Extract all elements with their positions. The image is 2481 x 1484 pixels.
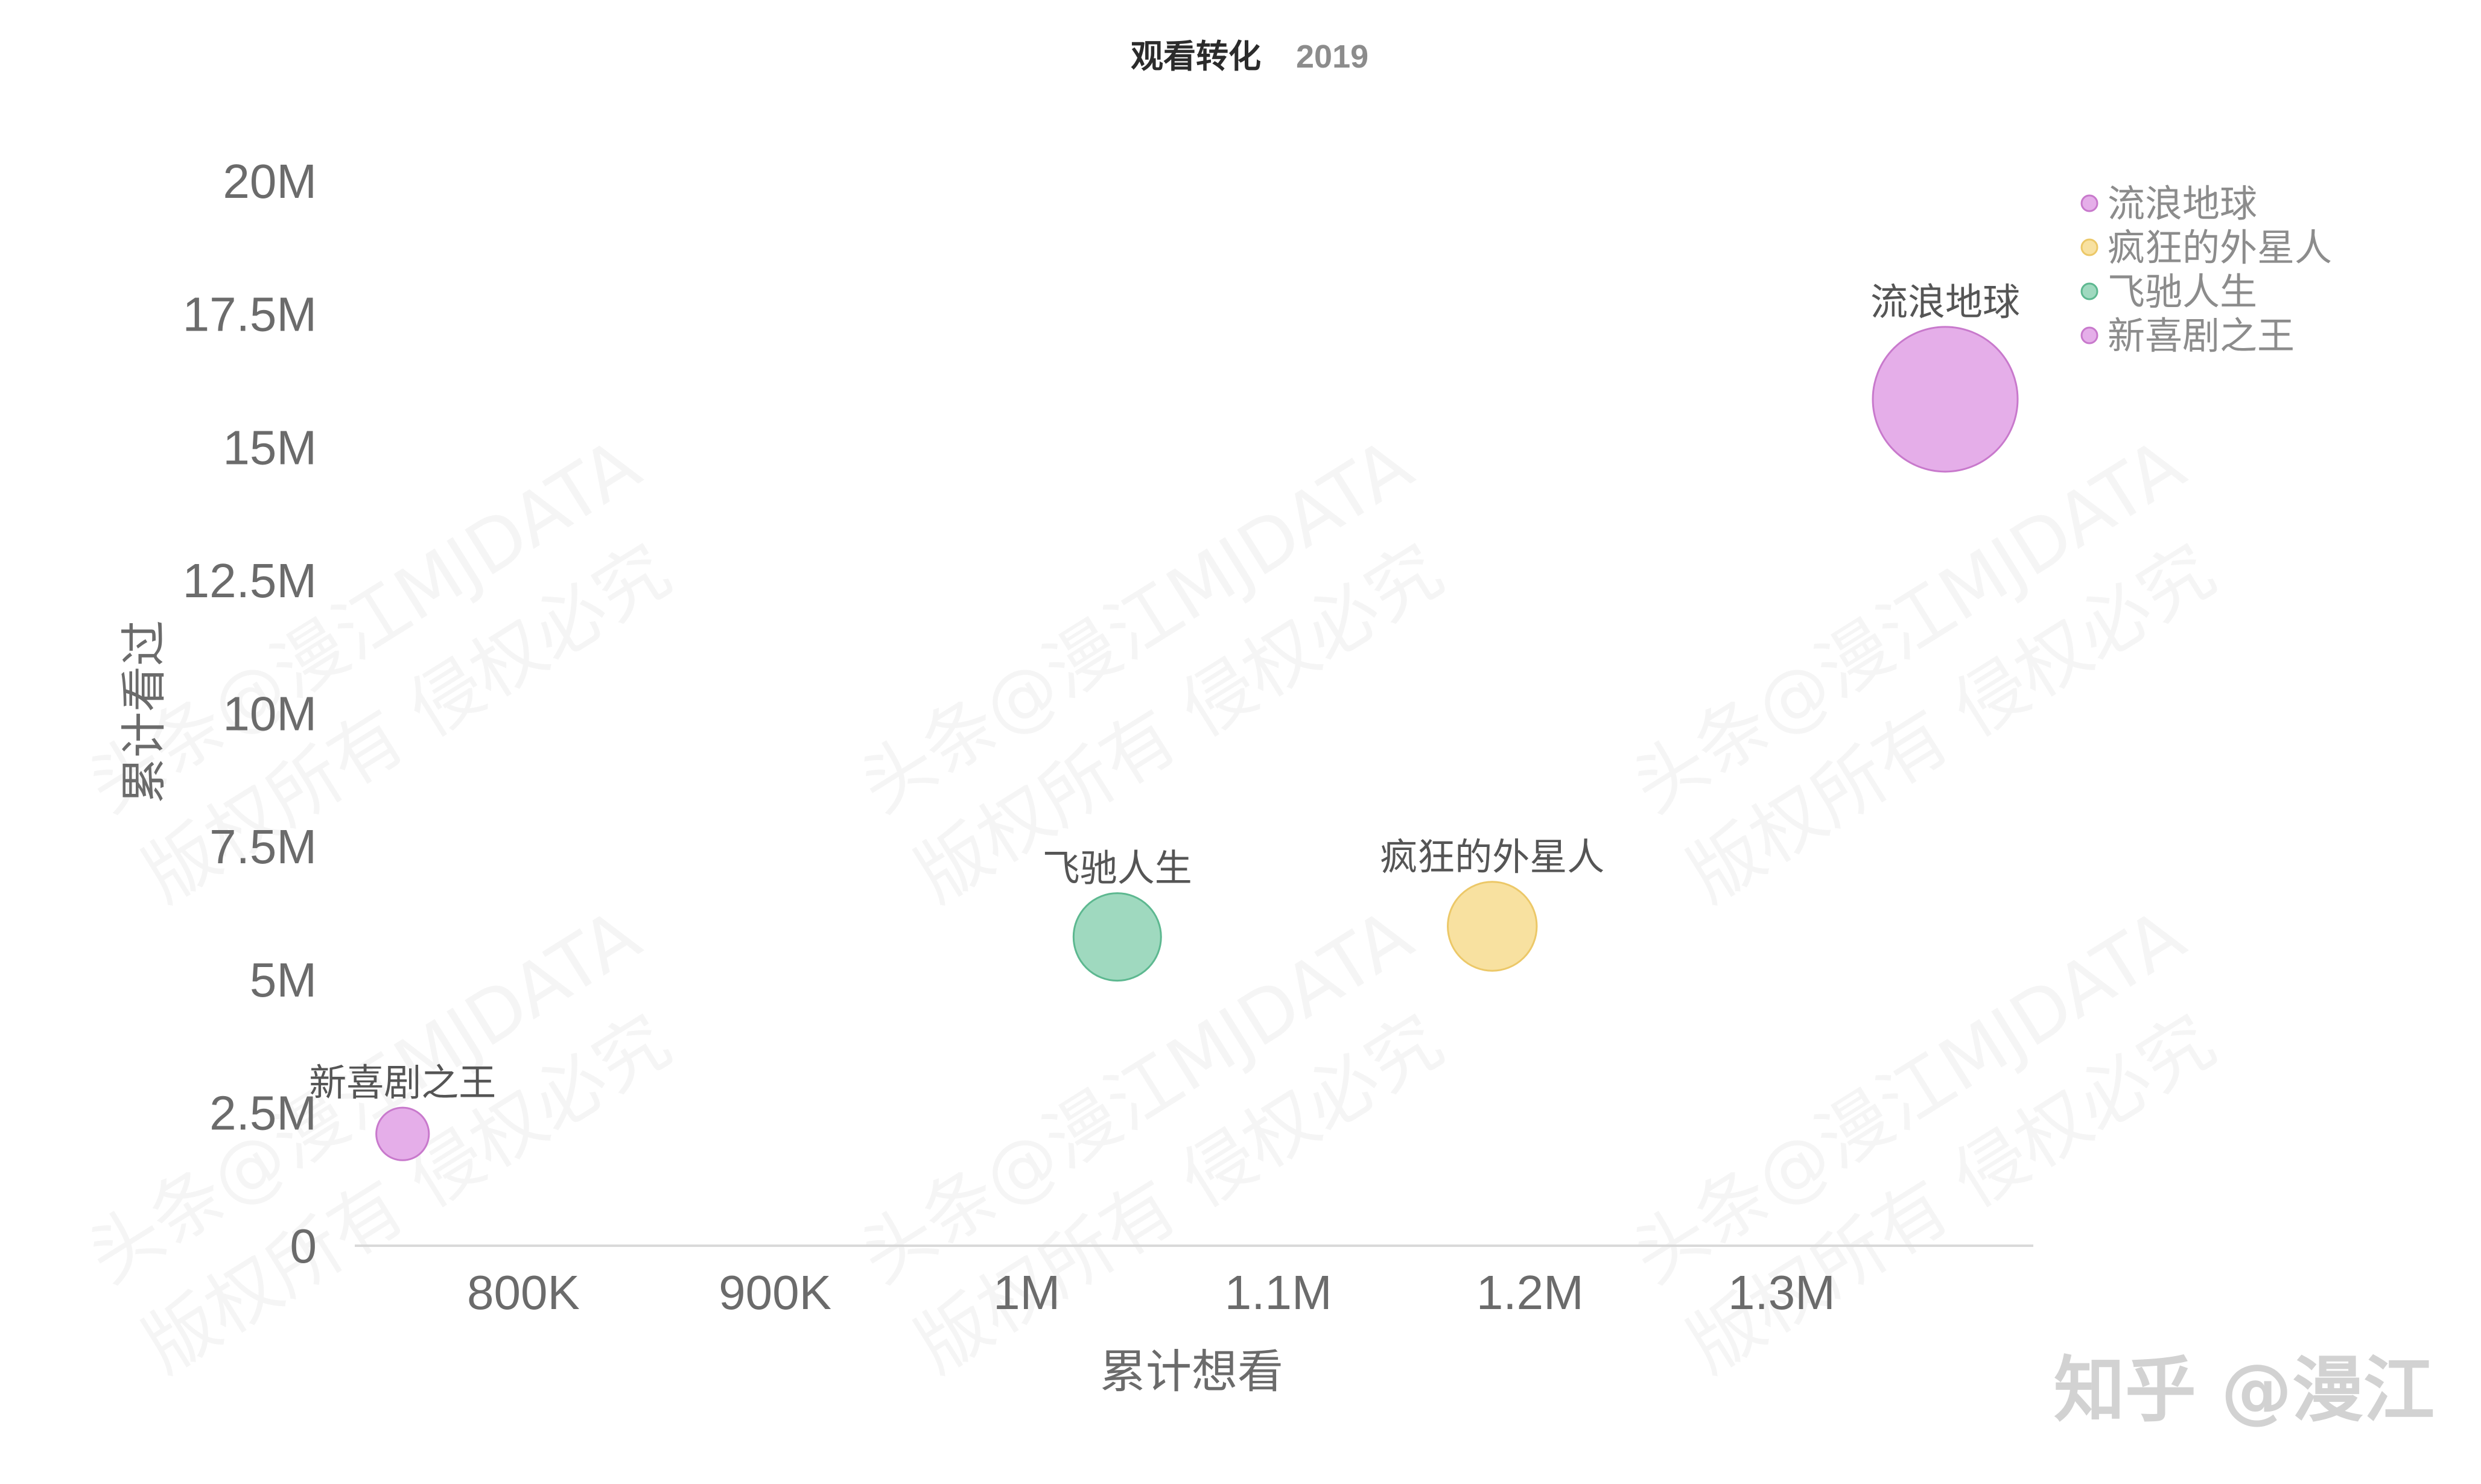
watermark: 头条@漫江MJDATA版权所有 侵权必究头条@漫江MJDATA版权所有 侵权必究… <box>74 423 2229 1389</box>
y-tick-label: 0 <box>290 1219 317 1273</box>
bubbles <box>375 326 2019 1161</box>
legend-entry[interactable]: 飞驰人生 <box>2108 270 2257 314</box>
x-axis-ticks: 800K 900K 1M 1.1M 1.2M 1.3M <box>467 1266 1835 1319</box>
bubble-label: 新喜剧之王 <box>309 1061 496 1105</box>
bubble-label: 流浪地球 <box>1870 280 2020 324</box>
zhihu-logo-watermark: 知乎 @漫江 <box>2054 1348 2435 1432</box>
legend-marker[interactable] <box>2080 326 2098 344</box>
y-tick-label: 5M <box>250 953 317 1007</box>
x-tick-label: 1.3M <box>1728 1266 1835 1319</box>
x-tick-label: 1.2M <box>1476 1266 1584 1319</box>
bubble-label: 疯狂的外星人 <box>1380 835 1604 879</box>
x-tick-label: 1.1M <box>1225 1266 1332 1319</box>
x-tick-label: 900K <box>719 1266 831 1319</box>
bubble-point[interactable] <box>1072 892 1162 982</box>
legend-entry[interactable]: 疯狂的外星人 <box>2108 226 2332 270</box>
bubble-label: 飞驰人生 <box>1043 846 1192 890</box>
y-tick-label: 12.5M <box>183 554 317 607</box>
legend-marker[interactable] <box>2080 194 2098 212</box>
legend-marker[interactable] <box>2080 238 2098 256</box>
y-tick-label: 2.5M <box>209 1086 317 1140</box>
x-tick-label: 800K <box>467 1266 580 1319</box>
legend-marker[interactable] <box>2080 282 2098 300</box>
y-tick-label: 20M <box>223 154 317 208</box>
bubble-point[interactable] <box>1872 326 2019 473</box>
chart-title: 观看转化 <box>1131 37 1261 75</box>
y-tick-label: 10M <box>223 687 317 741</box>
bubble-point[interactable] <box>1447 881 1538 972</box>
chart-subtitle: 2019 <box>1296 39 1368 75</box>
y-axis-label: 累计看过 <box>117 620 171 804</box>
legend-entry[interactable]: 新喜剧之王 <box>2108 314 2295 358</box>
x-axis-label: 累计想看 <box>1100 1345 1283 1398</box>
y-tick-label: 17.5M <box>183 288 317 341</box>
y-axis-ticks: 0 2.5M 5M 7.5M 10M 12.5M 15M 17.5M 20M <box>183 154 317 1273</box>
y-tick-label: 15M <box>223 420 317 474</box>
y-tick-label: 7.5M <box>209 820 317 874</box>
legend-entry[interactable]: 流浪地球 <box>2108 182 2257 226</box>
bubble-point[interactable] <box>375 1106 430 1161</box>
x-tick-label: 1M <box>993 1266 1060 1319</box>
